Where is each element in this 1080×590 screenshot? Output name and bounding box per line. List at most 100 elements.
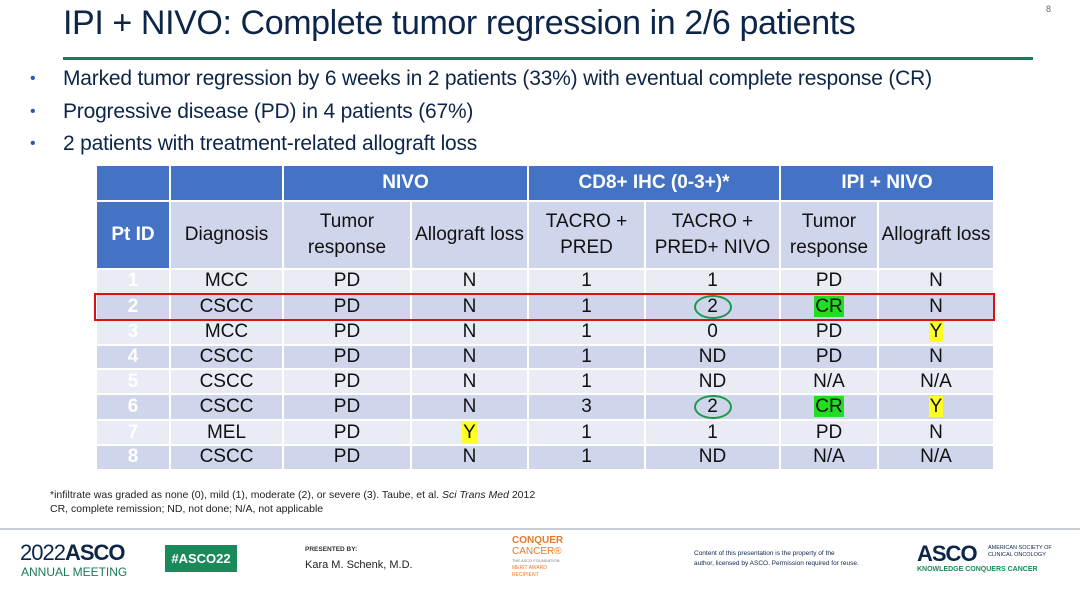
highlighted-value: Y xyxy=(928,321,944,343)
cell-value: 1 xyxy=(581,446,592,468)
group-header-nivo: NIVO xyxy=(281,164,530,202)
column-header-row: Pt ID Diagnosis Tumor response Allograft… xyxy=(95,200,996,270)
cell-value: PD xyxy=(815,321,843,343)
title-divider xyxy=(63,57,1033,60)
table-cell: 1 xyxy=(527,419,647,446)
table-cell: N xyxy=(409,268,530,295)
table-cell: 4 xyxy=(95,343,171,371)
column-header: Allograft loss xyxy=(409,200,530,270)
table-cell: N/A xyxy=(877,368,996,396)
table-cell: N xyxy=(409,343,530,371)
meeting-logo: 2022ASCO xyxy=(20,540,126,566)
cell-value: 1 xyxy=(581,370,592,392)
asco-sub1: AMERICAN SOCIETY OF xyxy=(988,545,1052,551)
cell-value: 3 xyxy=(127,321,139,343)
cell-value: 1 xyxy=(581,295,592,317)
cell-value: PD xyxy=(333,295,361,317)
cell-value: PD xyxy=(333,321,361,343)
table-cell: CR xyxy=(779,393,880,422)
table-cell: ND xyxy=(644,368,782,396)
meeting-brand: ASCO xyxy=(64,540,126,565)
cell-value: PD xyxy=(333,396,361,418)
group-header-ipi-nivo: IPI + NIVO xyxy=(779,164,996,202)
copyright-2: author, licensed by ASCO. Permission req… xyxy=(694,560,859,567)
asco-logo: ASCO xyxy=(917,541,978,566)
table-cell: PD xyxy=(779,318,880,346)
table-cell: Y xyxy=(877,318,996,346)
table-cell: ND xyxy=(644,343,782,371)
cell-value: MCC xyxy=(204,270,249,292)
table-cell: PD xyxy=(282,292,412,321)
cell-value: 1 xyxy=(581,421,592,443)
bullet-icon: • xyxy=(30,135,36,152)
meeting-year: 2022 xyxy=(20,540,66,565)
cell-value: N xyxy=(462,321,477,343)
highlighted-value: Y xyxy=(928,396,944,418)
presented-by-label: PRESENTED BY: xyxy=(305,546,358,553)
cell-value: N xyxy=(462,396,477,418)
table-cell: 1 xyxy=(527,268,647,295)
cc-line5: RECIPIENT xyxy=(512,572,539,578)
table-cell: PD xyxy=(282,343,412,371)
table-cell: 1 xyxy=(527,368,647,396)
highlighted-value: CR xyxy=(814,396,844,418)
cell-value: PD xyxy=(333,370,361,392)
table-row: 7 MEL PD Y 1 1 PD N xyxy=(95,419,996,446)
cell-value: ND xyxy=(698,446,727,468)
table-cell: 6 xyxy=(95,393,171,422)
table-row: 8 CSCC PD N 1 ND N/A N/A xyxy=(95,443,996,471)
table-cell: N/A xyxy=(779,443,880,471)
cell-value: N xyxy=(462,446,477,468)
table-cell: PD xyxy=(282,393,412,422)
table-cell: 2 xyxy=(644,292,782,321)
cell-value: N/A xyxy=(920,446,952,468)
table-cell: PD xyxy=(779,343,880,371)
column-header: Tumor response xyxy=(779,200,880,270)
table-cell: CSCC xyxy=(169,368,284,396)
footer-divider xyxy=(0,528,1080,530)
table-cell: N xyxy=(877,268,996,295)
table-cell: CSCC xyxy=(169,292,284,321)
cell-value: N xyxy=(462,370,477,392)
group-header-blank xyxy=(95,164,171,202)
hashtag-badge: #ASCO22 xyxy=(165,545,237,572)
group-header-row: NIVO CD8+ IHC (0-3+)* IPI + NIVO xyxy=(95,164,996,202)
cc-line4: MERIT AWARD xyxy=(512,565,547,571)
highlight-box xyxy=(94,293,995,321)
table-cell: ND xyxy=(644,443,782,471)
column-header: Tumor response xyxy=(282,200,412,270)
table-cell: CSCC xyxy=(169,443,284,471)
group-header-cd8: CD8+ IHC (0-3+)* xyxy=(527,164,782,202)
copyright-1: Content of this presentation is the prop… xyxy=(694,550,835,557)
table-cell: 2 xyxy=(644,393,782,422)
column-header: TACRO + PRED xyxy=(527,200,647,270)
cell-value: 8 xyxy=(127,446,139,468)
results-table: NIVO CD8+ IHC (0-3+)* IPI + NIVO Pt ID D… xyxy=(95,164,996,471)
table-cell: 1 xyxy=(527,292,647,321)
column-header: Pt ID xyxy=(95,200,171,270)
cc-line3: THE ASCO FOUNDATION xyxy=(512,558,560,563)
table-cell: N xyxy=(409,292,530,321)
table-cell: CSCC xyxy=(169,393,284,422)
highlighted-value: CR xyxy=(814,295,844,317)
footnote-1: *infiltrate was graded as none (0), mild… xyxy=(50,489,535,501)
cell-value: CSCC xyxy=(199,446,254,468)
cell-value: 1 xyxy=(581,321,592,343)
table-cell: N xyxy=(877,343,996,371)
cc-line2: CANCER® xyxy=(512,546,562,557)
table-cell: 3 xyxy=(527,393,647,422)
group-header-blank xyxy=(169,164,284,202)
cell-value: N/A xyxy=(813,446,845,468)
footnote-year: 2012 xyxy=(508,489,536,501)
column-header: TACRO + PRED+ NIVO xyxy=(644,200,782,270)
column-header: Allograft loss xyxy=(877,200,996,270)
cell-value: 4 xyxy=(127,345,139,367)
table-cell: 1 xyxy=(527,343,647,371)
bullet-text: 2 patients with treatment-related allogr… xyxy=(63,132,478,155)
bullet-item: • Progressive disease (PD) in 4 patients … xyxy=(30,99,932,132)
table-cell: CR xyxy=(779,292,880,321)
table-cell: 0 xyxy=(644,318,782,346)
table-row: 2 CSCC PD N 1 2 CR N xyxy=(95,292,996,321)
cell-value: N xyxy=(929,295,943,317)
cell-value: 7 xyxy=(127,421,139,443)
